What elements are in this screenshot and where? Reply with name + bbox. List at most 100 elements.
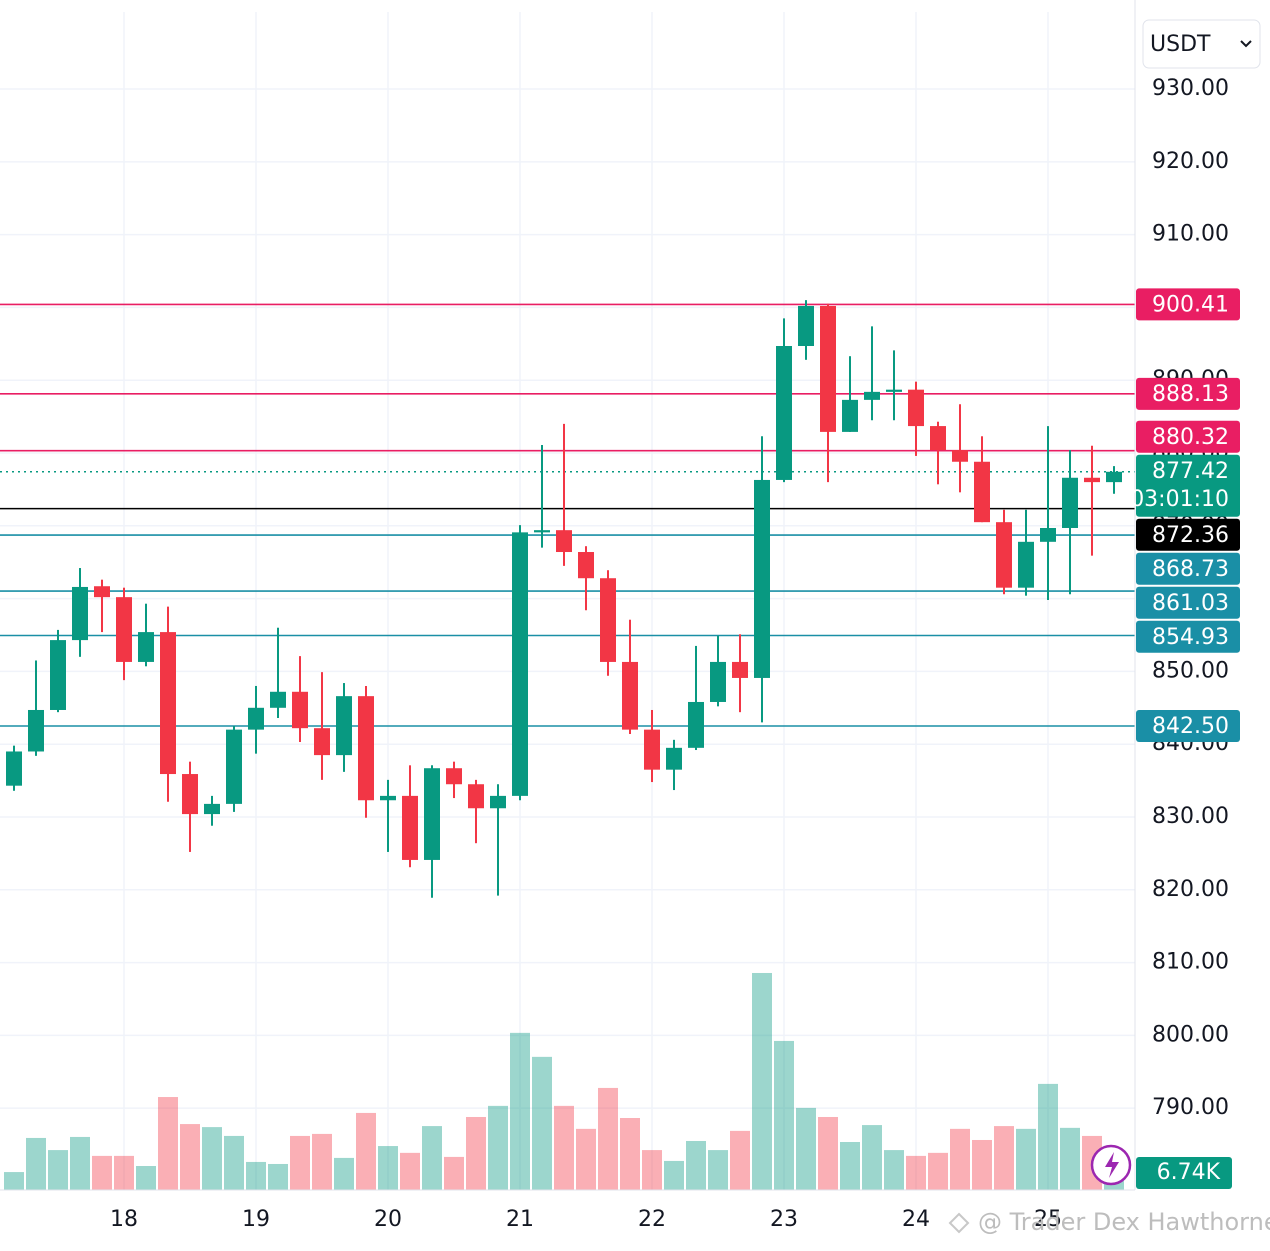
y-tick-label: 820.00 (1152, 877, 1229, 902)
candle-body (270, 691, 286, 708)
candle-body (292, 691, 308, 729)
candle-body (182, 774, 198, 815)
price-tag-label: 880.32 (1152, 425, 1229, 450)
bolt-icon (1105, 1152, 1119, 1178)
candle-body (28, 709, 44, 752)
volume-bar (972, 1139, 992, 1190)
currency-select[interactable]: USDT (1142, 19, 1261, 69)
candle-body (314, 728, 330, 756)
candle-body (886, 389, 902, 392)
select-box[interactable] (1142, 19, 1261, 69)
candle-body (710, 661, 726, 702)
volume-bar (730, 1130, 750, 1190)
volume-bar (598, 1087, 618, 1190)
volume-bar (312, 1133, 332, 1190)
volume-bar (268, 1163, 288, 1190)
volume-bar (488, 1105, 508, 1190)
volume-bar (554, 1105, 574, 1190)
lightning-button[interactable] (1090, 1144, 1132, 1186)
volume-bar (48, 1150, 68, 1190)
volume-bar (510, 1032, 530, 1190)
chevron (1240, 40, 1252, 48)
candle-body (402, 795, 418, 860)
volume-bar (136, 1166, 156, 1190)
volume-bar (114, 1155, 134, 1190)
candle-body (468, 784, 484, 809)
y-tick-label: 850.00 (1152, 658, 1229, 683)
candle-body (358, 696, 374, 801)
y-tick-label: 830.00 (1152, 804, 1229, 829)
volume-bar (290, 1135, 310, 1190)
price-tag-label: 868.73 (1152, 557, 1229, 582)
candles (6, 300, 1122, 898)
volume-bar (862, 1125, 882, 1190)
currency[interactable]: USDT (1150, 32, 1211, 57)
volume (4, 972, 1124, 1190)
volume-bar (4, 1172, 24, 1190)
candle-body (1062, 477, 1078, 528)
price-tag-label: 877.42 (1152, 459, 1229, 484)
x-tick-label: 22 (638, 1207, 666, 1232)
volume-bar (708, 1150, 728, 1190)
candle-body (1018, 541, 1034, 588)
candle-body (666, 747, 682, 770)
volume-bar (796, 1107, 816, 1190)
candle-body (6, 751, 22, 786)
candle-body (798, 305, 814, 347)
x-tick-label: 19 (242, 1207, 270, 1232)
volume-bar (1038, 1083, 1058, 1190)
candle-body (226, 729, 242, 804)
volume-bar (840, 1142, 860, 1190)
volume-bar (1016, 1128, 1036, 1190)
volume-tag-label: 6.74K (1157, 1160, 1221, 1185)
volume-bar (356, 1112, 376, 1190)
candle-body (842, 399, 858, 432)
volume-bar (224, 1135, 244, 1190)
candle-body (1106, 471, 1122, 483)
x-tick-label: 20 (374, 1207, 402, 1232)
candle-body (512, 532, 528, 796)
x-tick-label: 23 (770, 1207, 798, 1232)
candle-body (160, 632, 176, 775)
x-tick-label: 25 (1034, 1207, 1062, 1232)
price-tag (1136, 377, 1240, 410)
candle-body (644, 729, 660, 770)
volume-bar (26, 1137, 46, 1190)
volume-bar (400, 1152, 420, 1190)
watermark: @ Trader Dex Hawthorne (978, 1208, 1270, 1236)
volume-bar (532, 1056, 552, 1190)
volume-bar (642, 1150, 662, 1190)
candle-body (1084, 477, 1100, 483)
candle-body (490, 795, 506, 809)
volume-bar (70, 1136, 90, 1190)
y-tick-label: 920.00 (1152, 149, 1229, 174)
price-tag (1136, 620, 1240, 653)
y-tick-label: 930.00 (1152, 76, 1229, 101)
y-tick-label: 810.00 (1152, 950, 1229, 975)
candle-body (820, 305, 836, 432)
candle-body (600, 578, 616, 662)
volume-bar (884, 1150, 904, 1190)
volume-bar (818, 1116, 838, 1190)
candle-body (138, 632, 154, 662)
volume-bar (950, 1128, 970, 1190)
candle-body (50, 640, 66, 710)
x-tick-label: 24 (902, 1207, 930, 1232)
price-tag (1136, 420, 1240, 453)
price-tag (1136, 709, 1240, 742)
candle-body (622, 661, 638, 730)
volume-bar (774, 1040, 794, 1190)
volume-bar (334, 1157, 354, 1190)
volume-bar (180, 1124, 200, 1190)
volume-bar (994, 1126, 1014, 1190)
volume-bar (158, 1097, 178, 1190)
volume-bar (444, 1156, 464, 1190)
volume-bar (246, 1161, 266, 1190)
x-tick-label: 18 (110, 1207, 138, 1232)
volume-bar (1060, 1127, 1080, 1190)
x-tick-label: 21 (506, 1207, 534, 1232)
price-tag-label: 900.41 (1152, 292, 1229, 317)
volume-bar (906, 1155, 926, 1190)
candle-body (72, 586, 88, 641)
